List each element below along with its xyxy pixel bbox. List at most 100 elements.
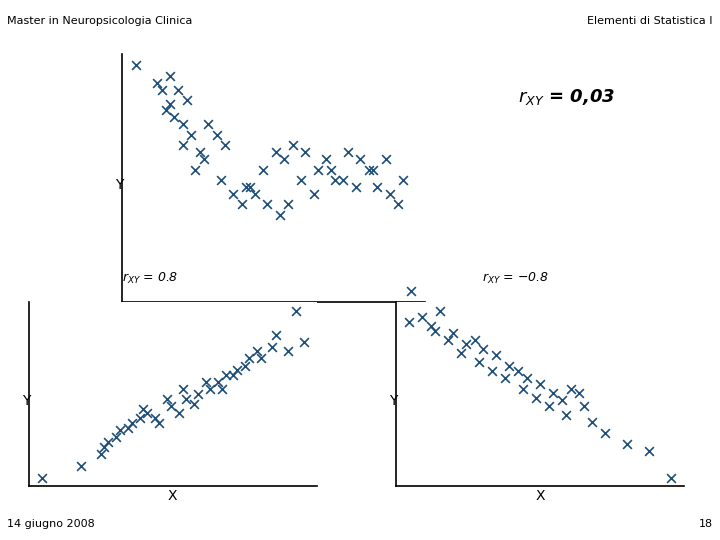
Y-axis label: Y: Y — [22, 394, 30, 408]
Point — [228, 371, 239, 380]
X-axis label: X: X — [535, 489, 545, 503]
Point — [249, 190, 261, 198]
Point — [600, 429, 611, 437]
Point — [367, 165, 379, 174]
Text: $r_{XY}$ = 0.8: $r_{XY}$ = 0.8 — [122, 271, 179, 286]
Point — [290, 306, 302, 315]
Point — [521, 373, 533, 382]
Point — [342, 148, 354, 157]
Point — [220, 371, 231, 380]
Point — [153, 418, 165, 427]
Point — [665, 474, 677, 482]
Point — [219, 141, 230, 150]
Point — [534, 380, 546, 388]
Point — [36, 474, 48, 482]
Point — [298, 338, 310, 346]
Point — [181, 395, 192, 403]
Point — [189, 400, 200, 408]
Point — [279, 155, 290, 164]
Point — [211, 131, 222, 139]
Point — [329, 176, 341, 184]
Point — [363, 165, 374, 174]
Point — [644, 447, 655, 455]
Point — [266, 342, 278, 351]
Point — [430, 327, 441, 335]
Point — [192, 390, 204, 399]
Point — [173, 85, 184, 94]
Point — [134, 414, 145, 422]
Point — [173, 409, 184, 417]
Point — [130, 61, 142, 70]
Point — [564, 384, 576, 393]
Point — [560, 411, 572, 420]
Point — [530, 393, 541, 402]
Point — [500, 373, 511, 382]
Point — [150, 414, 161, 422]
Point — [447, 329, 459, 338]
Point — [517, 384, 528, 393]
Point — [75, 461, 86, 470]
Point — [405, 287, 417, 295]
Point — [194, 148, 205, 157]
Point — [240, 183, 252, 191]
Point — [477, 345, 489, 353]
Point — [177, 141, 189, 150]
Point — [198, 155, 210, 164]
Point — [164, 71, 176, 80]
Point — [239, 361, 251, 370]
Point — [114, 426, 126, 434]
Point — [403, 318, 415, 326]
Point — [164, 99, 176, 108]
Point — [320, 155, 332, 164]
Point — [142, 409, 153, 417]
Point — [490, 351, 502, 360]
Y-axis label: Y: Y — [389, 394, 397, 408]
Point — [456, 349, 467, 357]
Point — [138, 404, 149, 413]
Point — [587, 418, 598, 427]
Point — [308, 190, 320, 198]
Point — [556, 395, 567, 404]
Point — [189, 165, 201, 174]
Point — [95, 449, 107, 458]
Point — [243, 354, 255, 363]
Point — [185, 131, 197, 139]
Point — [380, 155, 392, 164]
Y-axis label: Y: Y — [115, 178, 124, 192]
Point — [354, 155, 366, 164]
Point — [578, 402, 590, 411]
Point — [397, 176, 408, 184]
Text: 14 giugno 2008: 14 giugno 2008 — [7, 519, 95, 529]
Point — [202, 120, 214, 129]
Point — [295, 176, 307, 184]
X-axis label: X: X — [168, 489, 178, 503]
Point — [102, 437, 114, 446]
Point — [443, 335, 454, 344]
Point — [232, 366, 243, 375]
Point — [151, 78, 163, 87]
Point — [161, 395, 173, 403]
Point — [270, 148, 282, 157]
Text: $r_{XY}$ = 0,03: $r_{XY}$ = 0,03 — [518, 87, 616, 107]
Point — [181, 96, 193, 104]
Point — [469, 335, 480, 344]
Point — [156, 85, 167, 94]
Point — [300, 148, 311, 157]
Point — [282, 347, 294, 356]
Point — [177, 120, 189, 129]
Point — [312, 165, 324, 174]
Point — [110, 433, 122, 441]
Point — [486, 367, 498, 375]
Text: Master in Neuropsicologia Clinica: Master in Neuropsicologia Clinica — [7, 16, 192, 26]
Point — [215, 176, 227, 184]
Point — [204, 385, 216, 394]
Point — [212, 378, 223, 387]
Point — [621, 440, 633, 449]
Point — [126, 418, 138, 427]
Point — [473, 357, 485, 366]
Point — [338, 176, 349, 184]
Point — [274, 211, 286, 219]
Text: 18: 18 — [698, 519, 713, 529]
Text: Elementi di Statistica I: Elementi di Statistica I — [588, 16, 713, 26]
Point — [122, 423, 134, 432]
